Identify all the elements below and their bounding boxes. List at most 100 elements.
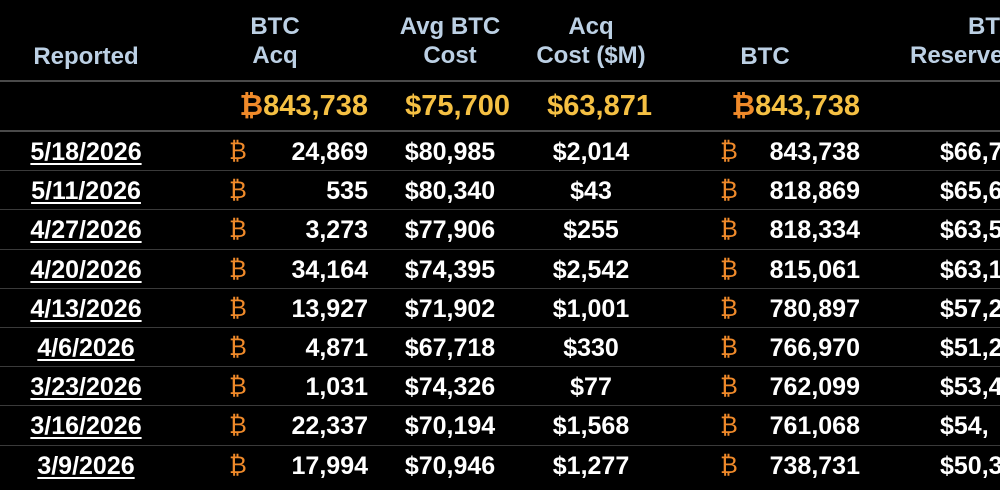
reported-date-link[interactable]: 5/18/2026 [30, 138, 142, 166]
btc-holdings-cell: 761,068 [769, 412, 860, 441]
total-btc: ₿843,738 [718, 88, 860, 124]
bitcoin-icon: ₿ [229, 138, 247, 165]
btc-acq-cell: 3,273 [305, 216, 368, 245]
table-row: 3/23/2026 ₿ 1,031 $74,326 $77 ₿ 762,099 $53,4 [0, 367, 1000, 406]
avg-btc-cost-cell: $70,194 [404, 412, 496, 441]
total-avg-cost: $75,700 [405, 90, 510, 122]
bitcoin-icon: ₿ [229, 294, 247, 322]
bitcoin-icon: ₿ [720, 451, 738, 479]
header-btc-acq[interactable]: BTC Acq [210, 12, 340, 70]
reported-date-link[interactable]: 5/11/2026 [31, 177, 141, 206]
totals-row: ₿843,738 $75,700 $63,871 ₿843,738 [0, 82, 1000, 130]
bitcoin-icon: ₿ [229, 255, 247, 283]
bitcoin-icon: ₿ [229, 216, 247, 244]
btc-holdings-cell: 815,061 [769, 255, 860, 284]
bitcoin-icon: ₿ [720, 138, 738, 165]
table-row: 4/6/2026 ₿ 4,871 $67,718 $330 ₿ 766,970 $51,2 [0, 328, 1000, 367]
reported-date-link[interactable]: 4/6/2026 [37, 334, 135, 362]
avg-btc-cost-cell: $80,985 [404, 138, 496, 166]
total-acq-cost: $63,871 [547, 90, 652, 122]
row-divider [0, 327, 1000, 328]
btc-reserve-cell: $66,7 [940, 138, 1000, 166]
table-header: Reported BTC Acq Avg BTC Cost Acq Cost (… [0, 0, 1000, 80]
bitcoin-icon: ₿ [720, 177, 738, 205]
header-btc-reserve[interactable]: BTC Reserve [900, 12, 1000, 70]
reported-date-link[interactable]: 4/27/2026 [30, 216, 142, 245]
btc-reserve-cell: $63,5 [940, 216, 1000, 245]
header-avg-btc-cost[interactable]: Avg BTC Cost [380, 12, 520, 70]
acq-cost-cell: $330 [563, 334, 619, 362]
btc-reserve-cell: $57,2 [940, 294, 1000, 323]
bitcoin-icon: ₿ [720, 412, 738, 440]
acq-cost-cell: $77 [570, 373, 612, 402]
bitcoin-icon: ₿ [720, 373, 738, 401]
table-row: 4/20/2026 ₿ 34,164 $74,395 $2,542 ₿ 815,061 $63… [0, 250, 1000, 289]
bitcoin-icon: ₿ [720, 216, 738, 244]
btc-acq-cell: 34,164 [291, 255, 368, 284]
acq-cost-cell: $1,568 [552, 412, 630, 441]
avg-btc-cost-cell: $67,718 [404, 334, 496, 362]
bitcoin-icon: ₿ [239, 90, 264, 122]
row-divider [0, 209, 1000, 211]
header-btc-acq-line1: BTC [250, 13, 300, 40]
btc-holdings-cell: 738,731 [769, 451, 860, 480]
bitcoin-icon: ₿ [720, 255, 738, 283]
btc-holdings-cell: 818,869 [769, 177, 860, 206]
reported-date-link[interactable]: 4/13/2026 [30, 294, 142, 323]
header-btc-reserve-line2: Reserve [910, 42, 1000, 69]
avg-btc-cost-cell: $71,902 [404, 294, 496, 323]
header-avg-btc-cost-line2: Cost [423, 42, 477, 69]
acq-cost-cell: $1,001 [552, 294, 630, 323]
row-divider [0, 170, 1000, 172]
table-row: 3/9/2026 ₿ 17,994 $70,946 $1,277 ₿ 738,731 $50,… [0, 446, 1000, 485]
btc-acq-cell: 24,869 [291, 138, 368, 166]
reported-date-link[interactable]: 3/23/2026 [30, 373, 142, 402]
btc-reserve-cell: $54, [940, 412, 989, 441]
acq-cost-cell: $43 [570, 177, 612, 206]
table-row: 5/18/2026 ₿ 24,869 $80,985 $2,014 ₿ 843,738 $66… [0, 132, 1000, 171]
header-acq-cost-line1: Acq [568, 13, 614, 40]
bitcoin-icon: ₿ [229, 177, 247, 205]
table-row: 4/27/2026 ₿ 3,273 $77,906 $255 ₿ 818,334 $63,5 [0, 210, 1000, 249]
avg-btc-cost-cell: $80,340 [404, 177, 496, 206]
btc-reserve-cell: $63,1 [940, 255, 1000, 284]
acq-cost-cell: $1,277 [552, 451, 630, 480]
header-btc-acq-line2: Acq [252, 42, 298, 69]
header-divider [0, 80, 1000, 82]
bitcoin-icon: ₿ [229, 334, 247, 361]
header-btc-reserve-line1: BTC [968, 13, 1000, 40]
reported-date-link[interactable]: 3/9/2026 [37, 451, 135, 480]
total-btc-acq: ₿843,738 [228, 88, 368, 124]
avg-btc-cost-cell: $70,946 [404, 451, 496, 480]
btc-acq-cell: 13,927 [291, 294, 368, 323]
acq-cost-cell: $2,542 [552, 255, 630, 284]
reported-date-link[interactable]: 3/16/2026 [30, 412, 142, 441]
bitcoin-icon: ₿ [720, 334, 738, 361]
row-divider [0, 444, 1000, 446]
header-btc[interactable]: BTC [740, 43, 790, 70]
btc-reserve-cell: $53,4 [940, 373, 1000, 402]
table-row: 5/11/2026 ₿ 535 $80,340 $43 ₿ 818,869 $65,6 [0, 171, 1000, 210]
header-reported[interactable]: Reported [33, 43, 139, 70]
bitcoin-icon: ₿ [720, 294, 738, 322]
bitcoin-icon: ₿ [229, 451, 247, 479]
row-divider [0, 366, 1000, 368]
header-avg-btc-cost-line1: Avg BTC [399, 13, 501, 40]
btc-holdings-cell: 780,897 [769, 294, 860, 323]
totals-divider [0, 130, 1000, 132]
btc-acq-cell: 1,031 [305, 373, 368, 402]
reported-date-link[interactable]: 4/20/2026 [30, 255, 142, 284]
header-acq-cost-line2: Cost ($M) [536, 42, 646, 69]
table-row: 3/16/2026 ₿ 22,337 $70,194 $1,568 ₿ 761,068 $54… [0, 406, 1000, 445]
row-divider [0, 405, 1000, 407]
bitcoin-icon: ₿ [731, 90, 756, 122]
total-btc-acq-value: 843,738 [263, 90, 368, 122]
btc-acq-cell: 22,337 [291, 412, 368, 441]
btc-holdings-cell: 843,738 [769, 138, 860, 166]
btc-holdings-cell: 766,970 [769, 334, 860, 362]
btc-acq-cell: 17,994 [291, 451, 368, 480]
row-divider [0, 248, 1000, 250]
acq-cost-cell: $255 [563, 216, 619, 245]
btc-reserve-cell: $65,6 [940, 177, 1000, 206]
header-acq-cost[interactable]: Acq Cost ($M) [520, 12, 662, 70]
